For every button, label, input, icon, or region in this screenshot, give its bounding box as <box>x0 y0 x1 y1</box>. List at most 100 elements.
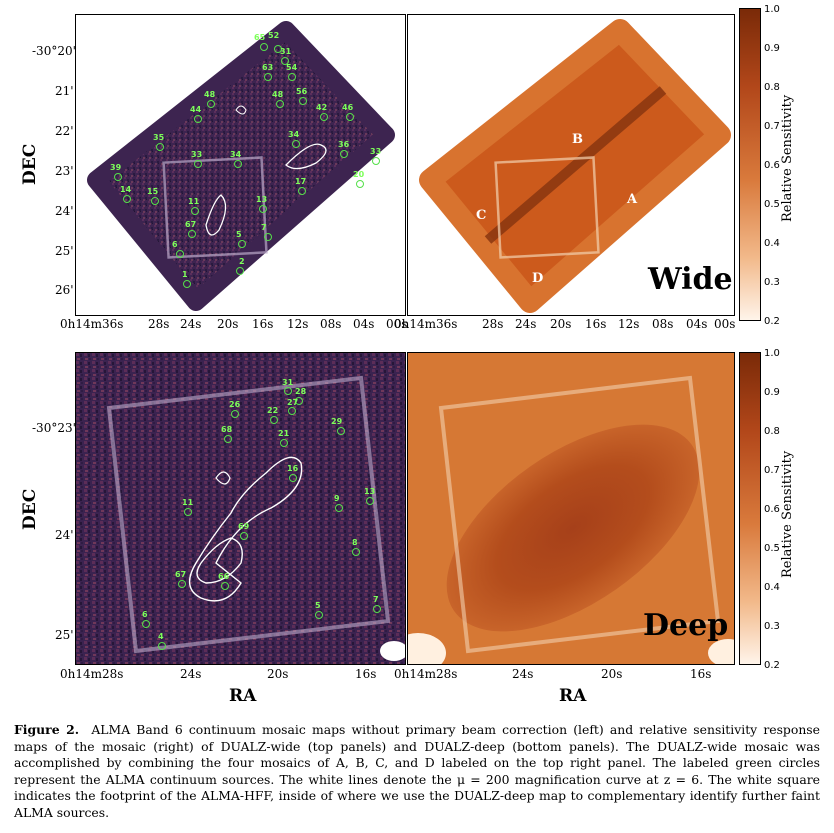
ra-axis-title-right: RA <box>559 686 587 706</box>
source-circle[interactable] <box>207 100 215 108</box>
dec-tick: 21' <box>55 84 74 98</box>
source-circle[interactable] <box>176 250 184 258</box>
source-circle[interactable] <box>151 197 159 205</box>
source-circle[interactable] <box>366 497 374 505</box>
source-circle[interactable] <box>188 230 196 238</box>
source-circle[interactable] <box>158 642 166 650</box>
source-circle[interactable] <box>236 267 244 275</box>
dec-tick: 26' <box>55 283 74 297</box>
ra-tick: 20s <box>217 317 239 331</box>
source-circle[interactable] <box>224 435 232 443</box>
ra-tick: 00s <box>386 317 408 331</box>
dec-tick: 24' <box>55 204 74 218</box>
ra-tick: 04s <box>353 317 375 331</box>
ra-tick: 24s <box>180 667 202 681</box>
source-circle[interactable] <box>264 73 272 81</box>
mosaic-label-b: B <box>572 132 583 147</box>
source-circle[interactable] <box>114 173 122 181</box>
colorbar-top <box>739 8 761 321</box>
colorbar-bottom <box>739 352 761 665</box>
source-circle[interactable] <box>352 548 360 556</box>
wide-sensitivity-map: A B C D Wide <box>407 14 735 316</box>
ra-tick: 16s <box>355 667 377 681</box>
source-circle[interactable] <box>340 150 348 158</box>
source-circle[interactable] <box>178 580 186 588</box>
source-circle[interactable] <box>373 605 381 613</box>
source-circle[interactable] <box>194 115 202 123</box>
colorbar-bottom-title: Relative Sensitivity <box>780 450 795 578</box>
ra-tick: 12s <box>287 317 309 331</box>
source-circle[interactable] <box>156 143 164 151</box>
ra-tick: 24s <box>180 317 202 331</box>
dec-axis-title: DEC <box>20 143 40 185</box>
dec-tick: 25' <box>55 244 74 258</box>
source-circle[interactable] <box>280 439 288 447</box>
wide-continuum-map: 65 52 31 63 54 44 48 48 56 42 46 35 33 3… <box>75 14 406 316</box>
source-circle[interactable] <box>292 140 300 148</box>
source-circle[interactable] <box>281 57 289 65</box>
source-circle[interactable] <box>288 73 296 81</box>
ra-tick: 08s <box>652 317 674 331</box>
source-circle[interactable] <box>183 280 191 288</box>
source-circle[interactable] <box>238 240 246 248</box>
source-circle[interactable] <box>298 187 306 195</box>
source-circle[interactable] <box>299 97 307 105</box>
source-circle[interactable] <box>184 508 192 516</box>
source-circle[interactable] <box>270 416 278 424</box>
ra-tick: 0h14m36s <box>394 317 458 331</box>
source-circle[interactable] <box>142 620 150 628</box>
source-circle[interactable] <box>274 45 282 53</box>
ra-tick: 24s <box>512 667 534 681</box>
ra-tick: 0h14m36s <box>60 317 124 331</box>
deep-continuum-map: 31 28 26 27 22 29 68 21 16 11 9 13 69 8 … <box>75 352 406 665</box>
source-circle[interactable] <box>288 407 296 415</box>
ra-tick: 12s <box>618 317 640 331</box>
source-circle[interactable] <box>315 611 323 619</box>
deep-sensitivity-image <box>408 353 734 664</box>
ra-tick: 20s <box>550 317 572 331</box>
mosaic-label-d: D <box>532 271 544 286</box>
ra-tick: 24s <box>515 317 537 331</box>
dec-tick: -30°20' <box>32 44 76 58</box>
dec-tick: 25' <box>55 628 74 642</box>
source-circle[interactable] <box>123 195 131 203</box>
dec-axis-title-bottom: DEC <box>20 488 40 530</box>
deep-label: Deep <box>643 608 729 643</box>
source-circle[interactable] <box>221 582 229 590</box>
ra-axis-title-left: RA <box>229 686 257 706</box>
source-circle[interactable] <box>194 160 202 168</box>
ra-tick: 16s <box>252 317 274 331</box>
ra-tick: 04s <box>686 317 708 331</box>
dec-tick: 22' <box>55 124 74 138</box>
ra-tick: 0h14m28s <box>60 667 124 681</box>
source-circle[interactable] <box>191 207 199 215</box>
colorbar-top-title: Relative Sensitivity <box>780 94 795 222</box>
ra-tick: 20s <box>601 667 623 681</box>
source-circle[interactable] <box>295 397 303 405</box>
source-circle[interactable] <box>234 160 242 168</box>
ra-tick: 16s <box>585 317 607 331</box>
ra-tick: 16s <box>690 667 712 681</box>
source-circle[interactable] <box>289 474 297 482</box>
source-circle[interactable] <box>260 43 268 51</box>
mosaic-label-a: A <box>627 192 638 207</box>
ra-tick: 0h14m28s <box>394 667 458 681</box>
ra-tick: 28s <box>148 317 170 331</box>
mosaic-label-c: C <box>476 208 487 223</box>
source-circle[interactable] <box>372 157 380 165</box>
source-circle[interactable] <box>335 504 343 512</box>
source-circle[interactable] <box>240 532 248 540</box>
source-circle[interactable] <box>231 410 239 418</box>
source-circle[interactable] <box>264 233 272 241</box>
wide-sensitivity-image <box>419 19 731 313</box>
source-circle[interactable] <box>284 387 292 395</box>
source-circle[interactable] <box>346 113 354 121</box>
ra-tick: 08s <box>320 317 342 331</box>
deep-sensitivity-map: Deep <box>407 352 735 665</box>
source-circle[interactable] <box>337 427 345 435</box>
source-circle[interactable] <box>259 205 267 213</box>
ra-tick: 00s <box>714 317 736 331</box>
source-circle[interactable] <box>320 113 328 121</box>
source-circle[interactable] <box>356 180 364 188</box>
source-circle[interactable] <box>276 100 284 108</box>
